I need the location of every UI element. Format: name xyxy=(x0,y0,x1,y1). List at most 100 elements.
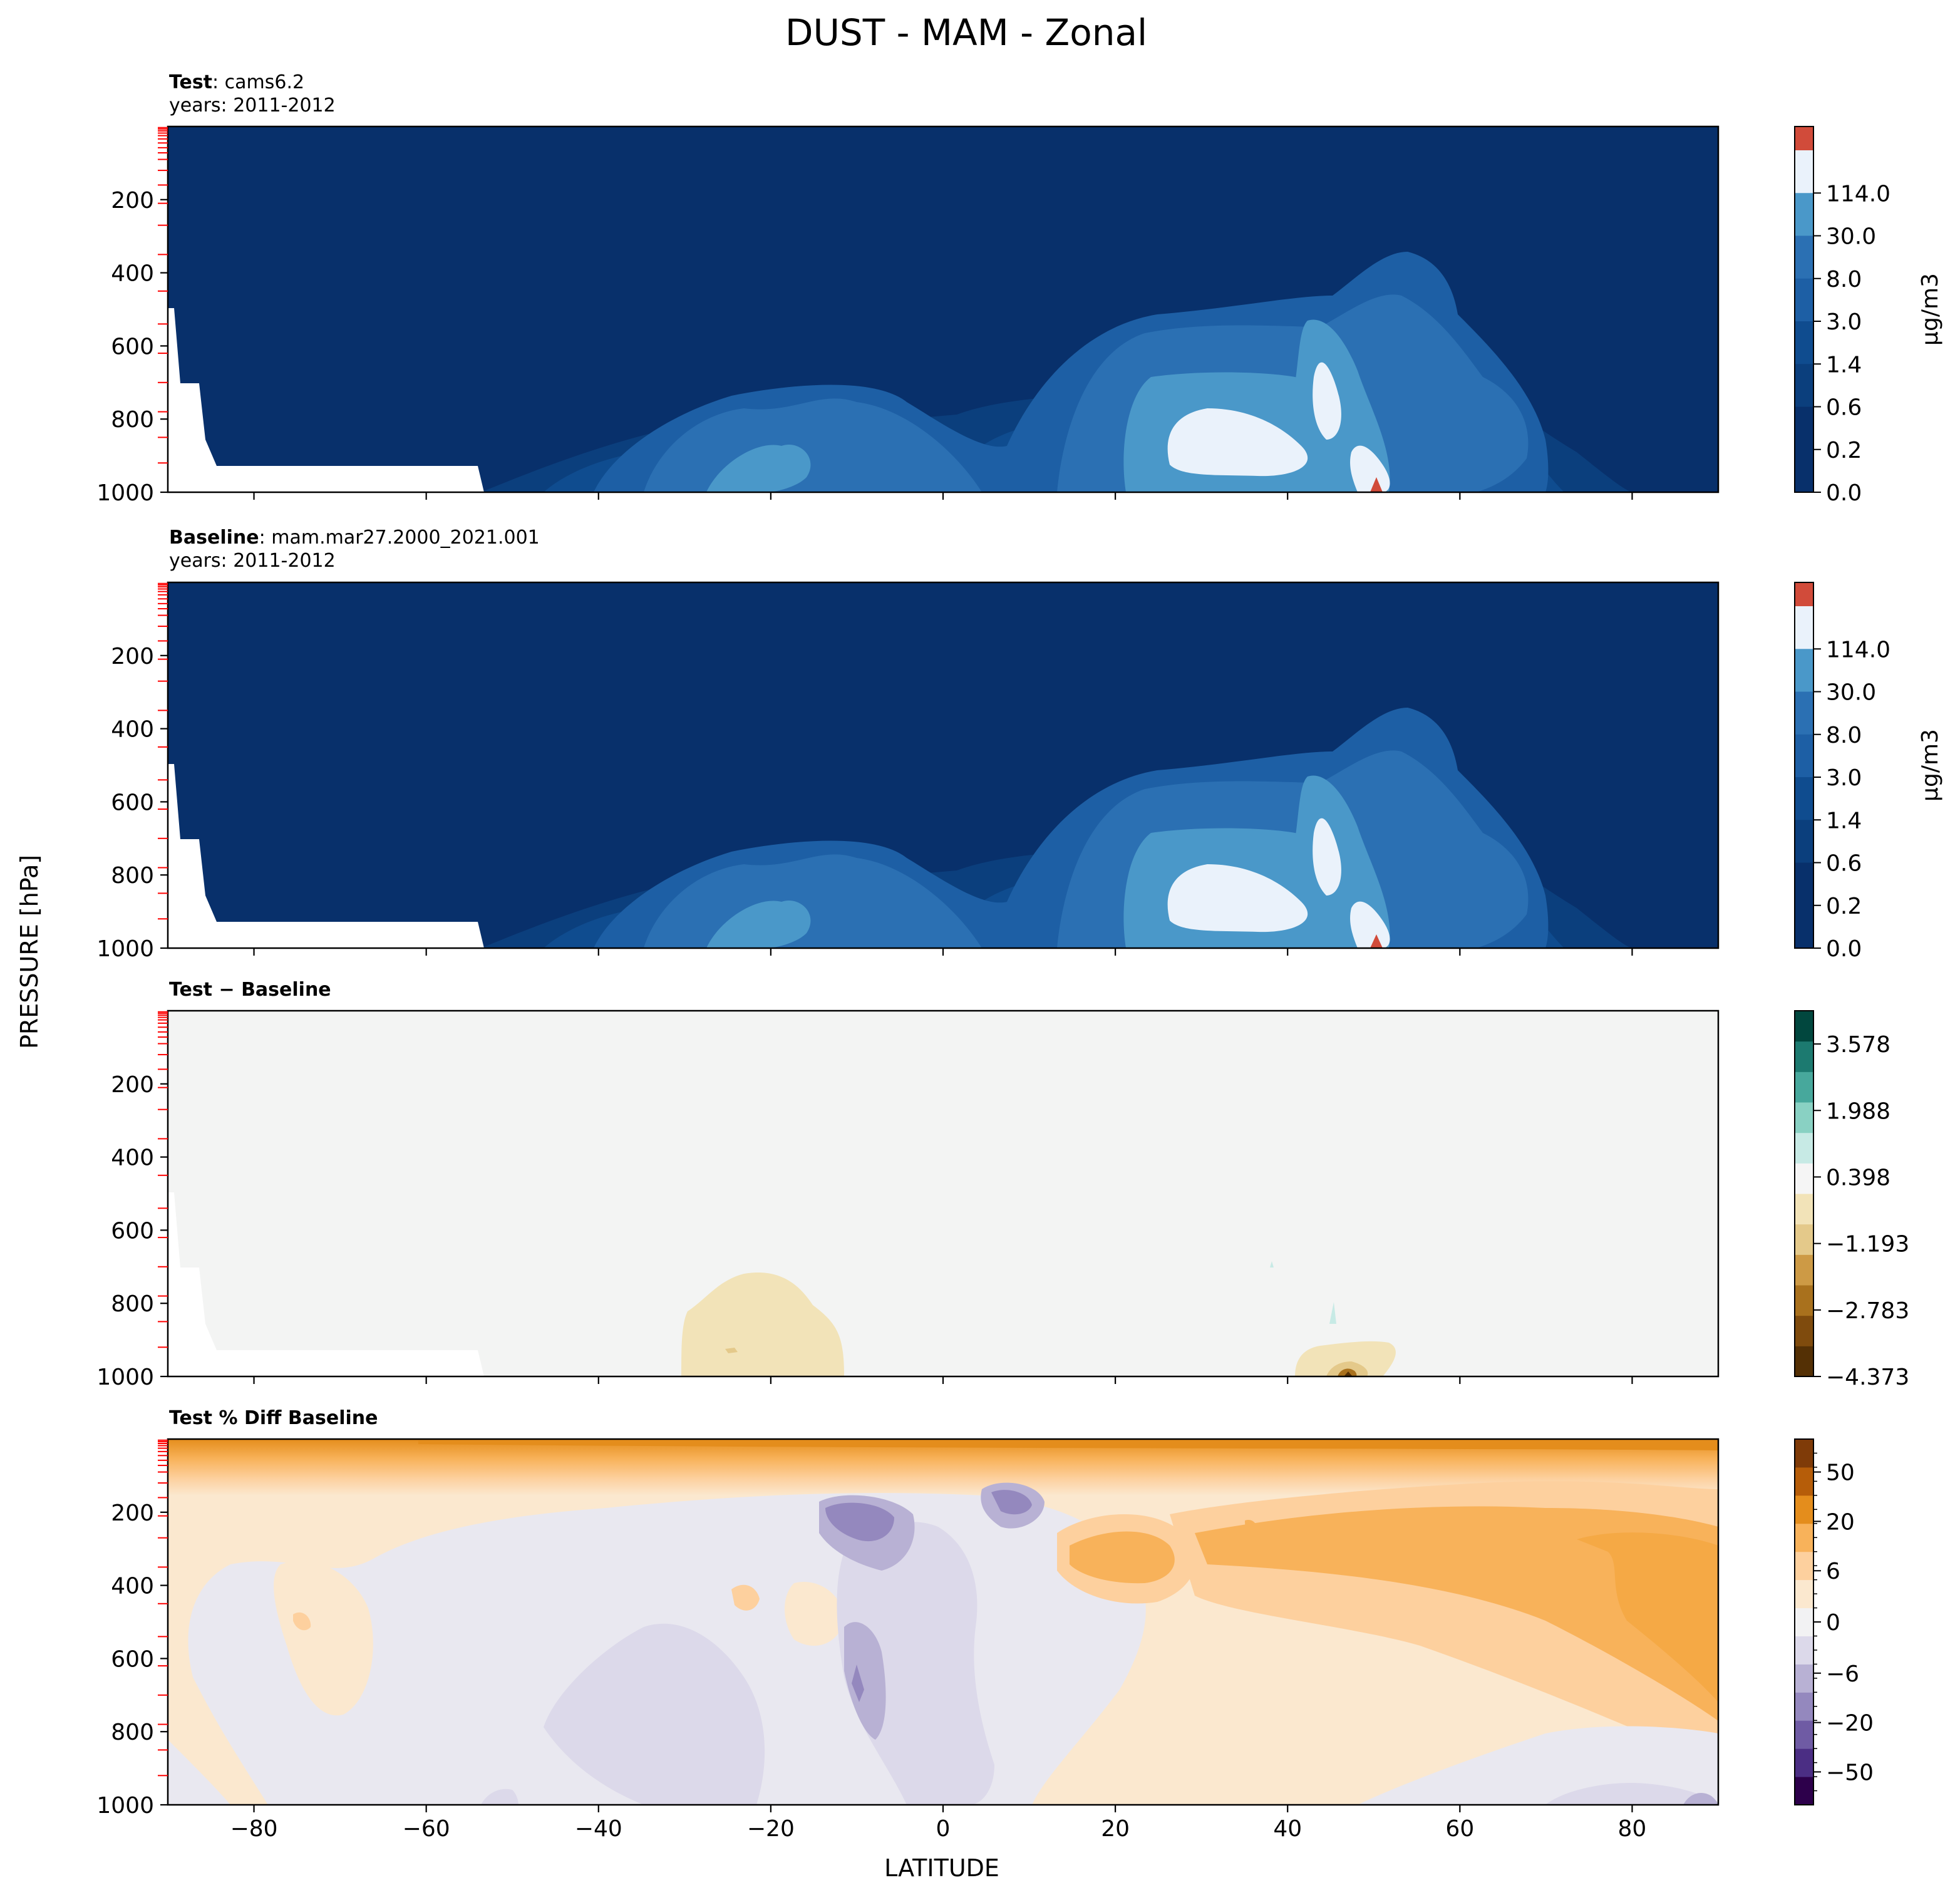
x-ticks: −80 −60 −40 −20 0 20 40 60 80 xyxy=(230,1805,1646,1842)
panel-header-bold: Baseline xyxy=(169,527,259,549)
panel-years: years: 2011-2012 xyxy=(169,95,336,116)
contour-positive-mid xyxy=(293,1514,1195,1631)
contour-positive-patch xyxy=(274,1561,845,1716)
colorbar-frame xyxy=(1794,582,1814,949)
colorbar-bin xyxy=(1795,862,1813,948)
colorbar: 50 20 6 0 −6 −20 −50 xyxy=(1794,1438,1874,1805)
y-tick-label: 800 xyxy=(111,407,154,433)
panel-header: Test % Diff Baseline xyxy=(169,1407,378,1429)
colorbar-tick-label: −6 xyxy=(1826,1661,1859,1687)
colorbar-tick-label: 20 xyxy=(1826,1509,1855,1535)
colorbar-bin xyxy=(1795,734,1813,777)
y-ticks: 200 400 600 800 1000 xyxy=(96,644,168,962)
colorbar-tick-label: 0.2 xyxy=(1826,438,1862,463)
x-tick-label: −80 xyxy=(230,1816,278,1842)
colorbar-bin xyxy=(1795,278,1813,321)
contour-level-114.0 xyxy=(1167,362,1390,492)
colorbar-tick-label: 0.6 xyxy=(1826,851,1862,877)
x-tick-label: −60 xyxy=(403,1816,450,1842)
colorbar-tick-label: 8.0 xyxy=(1826,723,1862,748)
y-tick-label: 1000 xyxy=(96,936,154,962)
colorbar-tick-label: 30.0 xyxy=(1826,224,1876,250)
y-tick-label: 800 xyxy=(111,1720,154,1745)
colorbar-bin xyxy=(1795,193,1813,236)
contour-nh-strongest xyxy=(1577,1532,1718,1702)
panel-header-sep: − xyxy=(212,979,241,1001)
colorbar-tick-label: −20 xyxy=(1826,1711,1874,1737)
level-ticks-red xyxy=(158,126,168,464)
y-tick-label: 400 xyxy=(111,1574,154,1599)
colorbar-bin xyxy=(1795,1163,1813,1194)
y-tick-label: 200 xyxy=(111,1072,154,1098)
colorbar-bin xyxy=(1795,1254,1813,1286)
y-tick-label: 400 xyxy=(111,261,154,287)
contour-nh-strong xyxy=(1195,1506,1718,1721)
colorbar-bin xyxy=(1795,1692,1813,1721)
colorbar-tick-label: 1.988 xyxy=(1826,1098,1890,1124)
contour-negative-mid xyxy=(544,1522,994,1805)
heatmap-difference xyxy=(168,1011,1718,1376)
colorbar-bin xyxy=(1795,1777,1813,1805)
field-background xyxy=(168,1011,1718,1376)
panel-header: Test: cams6.2 xyxy=(169,71,304,93)
colorbar: 0.0 0.2 0.6 1.4 3.0 8.0 30.0 114.0 µg/m3 xyxy=(1794,126,1943,506)
colorbar-tick-label: 6 xyxy=(1826,1559,1840,1584)
colorbar-bin xyxy=(1795,649,1813,692)
panel-test: Test: cams6.2 years: 2011-2012 200 400 600… xyxy=(96,71,1943,506)
y-tick-label: 600 xyxy=(111,334,154,359)
y-tick-label: 800 xyxy=(111,863,154,889)
contour-level-max xyxy=(1370,477,1383,492)
colorbar-bin xyxy=(1795,1467,1813,1496)
y-tick-label: 600 xyxy=(111,790,154,815)
panel-header-rest: : mam.mar27.2000_2021.001 xyxy=(259,527,540,549)
colorbar-label: µg/m3 xyxy=(1917,729,1943,802)
colorbar-tick-label: 3.578 xyxy=(1826,1032,1890,1058)
colorbar-tick-label: 0 xyxy=(1826,1610,1840,1636)
colorbar-bin xyxy=(1795,1551,1813,1581)
colorbar-bin xyxy=(1795,321,1813,364)
panel-header: Test − Baseline xyxy=(169,979,331,1001)
colorbar-bin xyxy=(1795,777,1813,820)
colorbar-tick-label: 8.0 xyxy=(1826,267,1862,292)
contour-negative-max xyxy=(1344,1371,1353,1376)
colorbar-tick-label: 0.0 xyxy=(1826,936,1862,962)
level-ticks-red xyxy=(158,582,168,920)
colorbar-bin xyxy=(1795,1071,1813,1103)
y-tick-label: 600 xyxy=(111,1218,154,1244)
contour-negative-strong xyxy=(1338,1368,1357,1376)
colorbar-bin xyxy=(1795,1523,1813,1552)
y-ticks: 200 400 600 800 1000 xyxy=(96,1072,168,1390)
contour-negative-stronger xyxy=(825,1490,1032,1702)
colorbar: −4.373 −2.783 −1.193 0.398 1.988 3.578 xyxy=(1794,1010,1909,1390)
missing-data-mask xyxy=(168,308,484,492)
missing-data-mask xyxy=(168,764,484,948)
x-tick-label: 0 xyxy=(936,1816,951,1842)
colorbar-bin xyxy=(1795,1224,1813,1255)
colorbar-tick-label: −50 xyxy=(1826,1760,1874,1785)
missing-data-mask xyxy=(168,1192,484,1376)
x-tick-label: 20 xyxy=(1101,1816,1130,1842)
colorbar-bin xyxy=(1795,1579,1813,1609)
y-tick-label: 1000 xyxy=(96,1793,154,1819)
colorbar-tick-label: 0.6 xyxy=(1826,395,1862,421)
colorbar-bin xyxy=(1795,820,1813,863)
panel-years: years: 2011-2012 xyxy=(169,550,336,572)
y-tick-label: 200 xyxy=(111,644,154,669)
colorbar-bin xyxy=(1795,691,1813,735)
colorbar-bin xyxy=(1795,364,1813,407)
contour-negative-strong xyxy=(819,1482,1044,1740)
x-tick-label: −40 xyxy=(575,1816,622,1842)
colorbar-bin xyxy=(1795,1346,1813,1377)
y-tick-label: 200 xyxy=(111,1500,154,1526)
panel-header-bold: Test xyxy=(169,979,212,1001)
contour-negative-small xyxy=(1295,1341,1396,1376)
colorbar-tick-label: −1.193 xyxy=(1826,1232,1909,1257)
y-ticks: 200 400 600 800 1000 xyxy=(96,188,168,506)
colorbar-tick-label: 114.0 xyxy=(1826,181,1890,207)
colorbar-tick-label: 3.0 xyxy=(1826,309,1862,335)
colorbar-bin xyxy=(1795,1194,1813,1225)
colorbar-bin xyxy=(1795,406,1813,492)
heatmap-test xyxy=(168,126,1718,492)
colorbar-bin xyxy=(1795,1748,1813,1777)
x-tick-label: 40 xyxy=(1273,1816,1302,1842)
